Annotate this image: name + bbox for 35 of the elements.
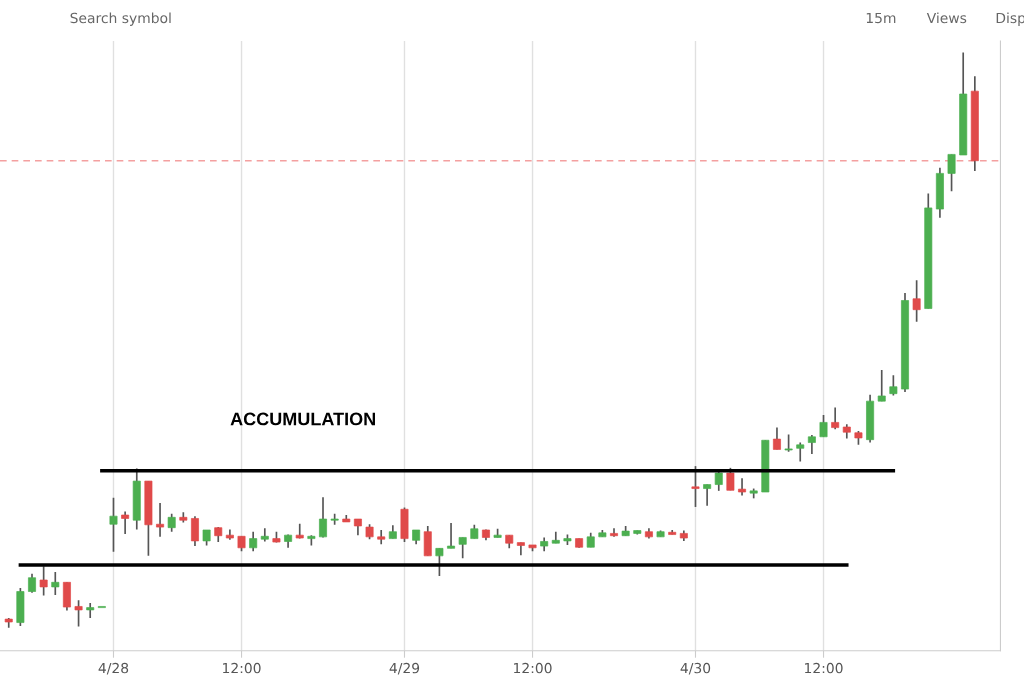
text: 15m (866, 12, 896, 24)
x-tick-label: 4/30 (680, 662, 711, 675)
candlestick (39, 565, 48, 597)
candlestick (691, 465, 700, 508)
x-tick-label: 4/28 (98, 662, 129, 675)
candlestick (156, 502, 165, 538)
candlestick (249, 530, 258, 553)
candlestick (807, 434, 816, 455)
x-tick-label: 4/29 (389, 662, 420, 675)
candlestick (947, 153, 956, 193)
candlestick (831, 406, 840, 431)
candlestick (191, 515, 199, 547)
x-tick-label: 12:00 (805, 662, 843, 674)
x-tick-label: 12:00 (514, 662, 552, 674)
candlestick (458, 536, 467, 559)
candlestick (773, 426, 781, 451)
text: Views (926, 12, 967, 24)
candlestick (877, 369, 886, 402)
x-tick-label: 12:00 (223, 662, 261, 674)
candlestick (28, 572, 36, 594)
candlestick (726, 467, 735, 492)
candlestick (819, 414, 828, 438)
candlestick (121, 510, 130, 535)
candlestick (447, 522, 455, 550)
text: Search symbol (70, 12, 171, 26)
candlestick (912, 279, 921, 323)
candlestick (74, 599, 83, 628)
candlestick (109, 496, 118, 553)
annotation: ACCUMULATION (230, 412, 375, 426)
candlestick (796, 441, 805, 463)
candlestick (435, 547, 444, 577)
candlestick (51, 571, 60, 596)
candlestick (889, 374, 898, 397)
candlestick (319, 496, 327, 539)
candlestick (703, 483, 712, 507)
